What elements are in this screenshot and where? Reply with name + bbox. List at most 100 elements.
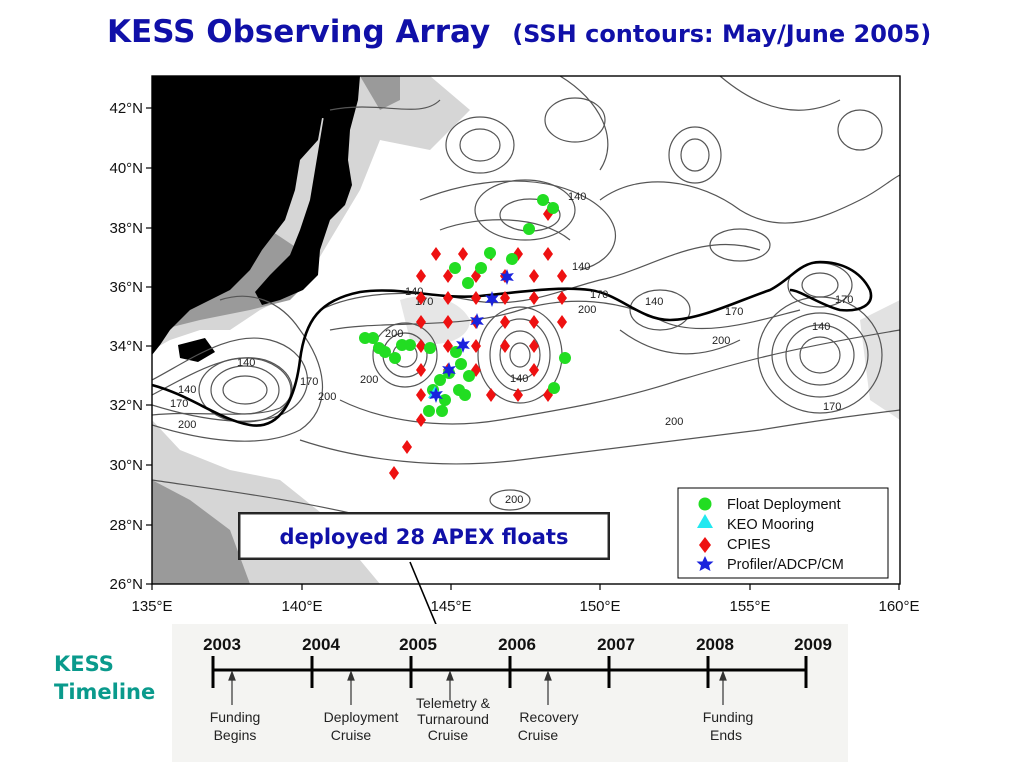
float-deployment-marker [537, 194, 549, 206]
cpies-marker [431, 247, 441, 261]
float-deployment-marker [404, 339, 416, 351]
lat-label: 34°N [109, 338, 143, 355]
cpies-legend-icon [699, 537, 711, 553]
lat-label: 42°N [109, 100, 143, 117]
contour-label: 200 [385, 328, 403, 340]
float-deployment-marker [439, 394, 451, 406]
contour-label: 140 [645, 296, 663, 308]
float-deployment-marker [559, 352, 571, 364]
title-main: KESS Observing Array [107, 14, 491, 50]
lon-label: 155°E [729, 598, 770, 615]
event-recovery-line1: Recovery [519, 709, 578, 725]
cpies-marker [486, 388, 496, 402]
cpies-marker [416, 413, 426, 427]
axis-ticks [146, 107, 900, 590]
cpies-marker [416, 315, 426, 329]
map-legend: Float Deployment KEO Mooring CPIES Profi… [677, 487, 889, 579]
contour-label: 140 [237, 357, 255, 369]
float-deployment-marker [506, 253, 518, 265]
contour-label: 170 [823, 401, 841, 413]
legend-box [677, 487, 889, 579]
cpies-marker [557, 291, 567, 305]
contour-label: 200 [712, 335, 730, 347]
timeline-background [172, 624, 848, 762]
profiler-marker [429, 387, 443, 403]
year-label: 2005 [399, 635, 437, 654]
float-deployment-marker [547, 202, 559, 214]
title-subtitle: (SSH contours: May/June 2005) [512, 20, 932, 48]
timeline-event-arrows [228, 670, 727, 705]
timeline-label-line1: KESS [54, 652, 114, 676]
event-telemetry-line1: Telemetry & [416, 695, 491, 711]
lat-label: 36°N [109, 279, 143, 296]
contour-label: 200 [665, 416, 683, 428]
contour-label: 170 [300, 376, 318, 388]
longitude-labels: 135°E 140°E 145°E 150°E 155°E 160°E [131, 598, 919, 615]
legend-label-float: Float Deployment [727, 497, 841, 513]
cpies-marker [471, 339, 481, 353]
cpies-marker [458, 247, 468, 261]
year-label: 2004 [302, 635, 340, 654]
map-frame [151, 75, 901, 585]
float-deployment-marker [389, 352, 401, 364]
legend-label-cpies: CPIES [727, 537, 771, 553]
float-deployment-marker [424, 342, 436, 354]
contour-label: 170 [835, 294, 853, 306]
cpies-marker [389, 466, 399, 480]
page-title: KESS Observing Array (SSH contours: May/J… [107, 14, 931, 50]
callout-text: deployed 28 APEX floats [280, 525, 569, 549]
lat-label: 32°N [109, 397, 143, 414]
event-funding-begins-line1: Funding [210, 709, 261, 725]
profiler-legend-icon [696, 556, 714, 571]
profiler-marker [500, 269, 514, 285]
latitude-labels: 42°N 40°N 38°N 36°N 34°N 32°N 30°N 28°N … [109, 100, 143, 593]
float-deployment-marker [367, 332, 379, 344]
event-deployment-line1: Deployment [324, 709, 399, 725]
float-deployment-marker [434, 374, 446, 386]
contour-label: 140 [572, 261, 590, 273]
event-recovery-line2: Cruise [518, 727, 559, 743]
cpies-marker [500, 339, 510, 353]
float-deployment-marker [436, 405, 448, 417]
cpies-marker [416, 339, 426, 353]
timeline-years: 2003 2004 2005 2006 2007 2008 2009 [203, 635, 832, 654]
event-funding-begins-line2: Begins [214, 727, 257, 743]
lat-label: 26°N [109, 576, 143, 593]
lat-label: 40°N [109, 160, 143, 177]
lat-label: 38°N [109, 220, 143, 237]
lat-label: 30°N [109, 457, 143, 474]
float-deployment-marker [423, 405, 435, 417]
year-label: 2006 [498, 635, 536, 654]
kuroshio-bold-contour [152, 260, 873, 427]
timeline-panel: 2003 2004 2005 2006 2007 2008 2009 Fundi… [172, 624, 848, 762]
japan-landmass [152, 76, 360, 362]
profiler-marker [442, 362, 456, 378]
contour-label: 170 [590, 289, 608, 301]
cpies-marker [529, 269, 539, 283]
cpies-marker [416, 363, 426, 377]
contour-label: 170 [170, 398, 188, 410]
cpies-marker [416, 388, 426, 402]
cpies-marker [500, 291, 510, 305]
event-deployment-line2: Cruise [331, 727, 372, 743]
event-funding-ends-line1: Funding [703, 709, 754, 725]
legend-label-profiler: Profiler/ADCP/CM [727, 557, 844, 573]
timeline-section-label: KESS Timeline [54, 650, 155, 706]
cpies-marker [557, 315, 567, 329]
event-telemetry-line2: Turnaround [417, 711, 489, 727]
lon-label: 150°E [579, 598, 620, 615]
contour-label: 200 [578, 304, 596, 316]
year-label: 2008 [696, 635, 734, 654]
profiler-marker [470, 313, 484, 329]
lon-label: 160°E [878, 598, 919, 615]
cpies-marker [443, 291, 453, 305]
contour-label: 200 [505, 494, 523, 506]
lon-label: 145°E [430, 598, 471, 615]
callout-box [239, 513, 609, 559]
cpies-marker [416, 269, 426, 283]
cpies-marker [529, 315, 539, 329]
contour-label: 140 [510, 373, 528, 385]
keo-mooring-legend-icon [697, 514, 713, 528]
contour-label: 140 [178, 384, 196, 396]
year-label: 2003 [203, 635, 241, 654]
